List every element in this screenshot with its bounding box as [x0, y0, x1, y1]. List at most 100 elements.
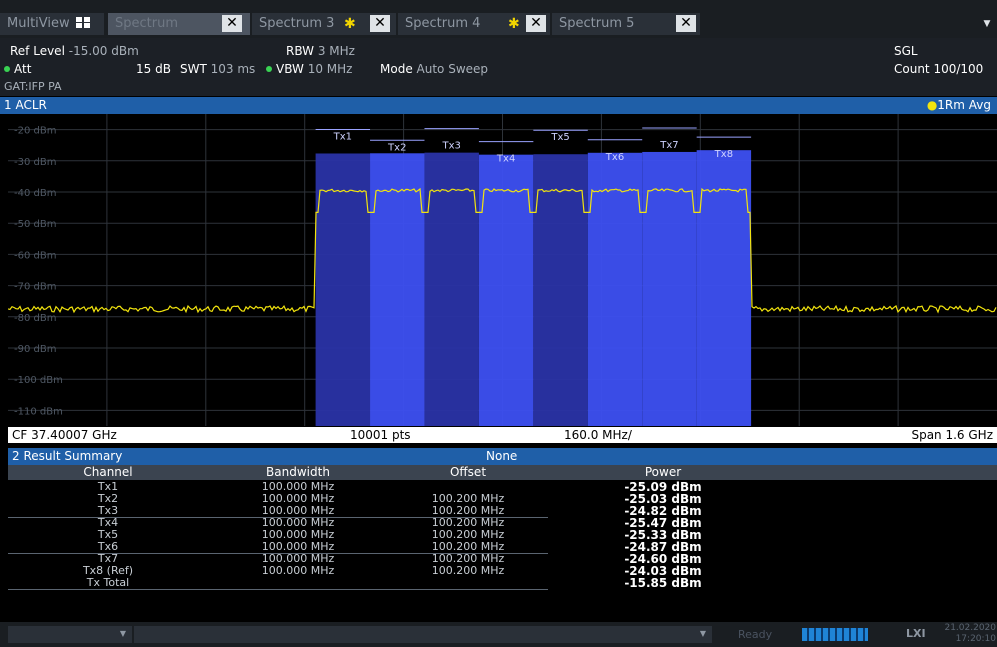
mode-setting[interactable]: Mode Auto Sweep — [380, 62, 488, 76]
cell-offset: 100.200 MHz — [431, 516, 505, 529]
cell-power: -24.82 dBm — [624, 504, 702, 518]
cell-bandwidth: 100.000 MHz — [261, 540, 335, 553]
y-tick-label: -20 dBm — [14, 126, 56, 137]
tab-spectrum-4-label: Spectrum 4 — [405, 16, 481, 31]
cell-bandwidth: 100.000 MHz — [261, 480, 335, 493]
table-header: Channel Bandwidth Offset Power — [8, 465, 997, 480]
ref-level-value: -15.00 dBm — [68, 44, 139, 58]
y-tick-label: -90 dBm — [14, 344, 56, 355]
aclr-spectrum-chart[interactable]: -20 dBm -30 dBm -40 dBm -50 dBm -60 dBm -70 d… — [8, 114, 997, 426]
column-header-power: Power — [644, 465, 682, 479]
close-icon[interactable]: ✕ — [370, 15, 390, 32]
tab-menu-chevron-icon[interactable]: ▼ — [983, 19, 991, 29]
channel-label: Tx8 — [714, 149, 733, 160]
mode-value: Auto Sweep — [416, 62, 489, 76]
swt-setting[interactable]: SWT 103 ms — [180, 62, 255, 76]
trace-line — [8, 187, 997, 314]
cell-channel: Tx8 (Ref) — [82, 564, 134, 577]
rbw-setting[interactable]: RBW 3 MHz — [286, 44, 355, 58]
sgl-indicator: SGL — [894, 44, 918, 58]
table-row: Tx Total -15.85 dBm — [8, 576, 997, 590]
y-tick-label: -100 dBm — [14, 375, 63, 386]
spectrum-plot[interactable]: -20 dBm -30 dBm -40 dBm -50 dBm -60 dBm -70 d… — [8, 114, 997, 426]
cell-power: -25.09 dBm — [624, 480, 702, 494]
tab-spectrum-5[interactable]: Spectrum 5 ✕ — [552, 13, 700, 35]
status-dropdown-left[interactable]: ▼ — [8, 626, 132, 643]
swt-value: 103 ms — [210, 62, 256, 76]
cell-power: -24.87 dBm — [624, 540, 702, 554]
mode-label: Mode — [380, 62, 413, 76]
window-1-header[interactable]: 1 ACLR ●1Rm Avg — [0, 97, 997, 114]
table-row: Tx1 100.000 MHz -25.09 dBm — [8, 480, 997, 494]
chevron-down-icon: ▼ — [699, 629, 706, 638]
ref-level-setting[interactable]: Ref Level -15.00 dBm — [10, 44, 139, 58]
tab-spectrum-3-label: Spectrum 3 — [259, 16, 335, 31]
cell-bandwidth: 100.000 MHz — [261, 504, 335, 517]
star-icon: ✱ — [344, 16, 356, 32]
cell-channel: Tx4 — [97, 516, 119, 529]
channel-bar — [696, 150, 752, 426]
close-icon[interactable]: ✕ — [222, 15, 242, 32]
column-header-channel: Channel — [83, 465, 133, 479]
channel-bar — [533, 154, 588, 426]
att-setting[interactable]: Att — [4, 62, 31, 76]
tab-spectrum-3[interactable]: Spectrum 3 ✱ ✕ — [252, 13, 396, 35]
gate-info: GAT:IFP PA — [4, 80, 62, 93]
cell-channel: Tx Total — [86, 576, 130, 589]
y-tick-label: -60 dBm — [14, 250, 56, 261]
vbw-setting[interactable]: VBW 10 MHz — [266, 62, 352, 76]
y-tick-label: -30 dBm — [14, 157, 56, 168]
center-frequency: CF 37.40007 GHz — [12, 428, 117, 442]
table-row: Tx3 100.000 MHz 100.200 MHz -24.82 dBm — [8, 504, 997, 518]
channel-label: Tx7 — [659, 140, 678, 151]
status-time: 17:20:10 — [955, 634, 996, 644]
table-row: Tx7 100.000 MHz 100.200 MHz -24.60 dBm — [8, 552, 997, 566]
close-icon[interactable]: ✕ — [526, 15, 546, 32]
column-header-offset: Offset — [449, 465, 487, 479]
tab-spectrum-5-label: Spectrum 5 — [559, 16, 635, 31]
cell-offset: 100.200 MHz — [431, 552, 505, 565]
measurement-settings-panel[interactable]: Ref Level -15.00 dBm RBW 3 MHz SGL Att 1… — [0, 38, 997, 96]
status-dot-icon — [266, 66, 272, 72]
channel-bar — [424, 152, 479, 426]
window-2-title: 2 Result Summary — [12, 449, 123, 463]
trace-indicator: ●1Rm Avg — [926, 98, 991, 112]
cell-offset: 100.200 MHz — [431, 504, 505, 517]
channel-label: Tx2 — [387, 142, 406, 153]
tab-spectrum[interactable]: Spectrum ✕ — [108, 13, 250, 35]
status-date: 21.02.2020 — [944, 623, 996, 633]
status-message-field[interactable]: ▼ — [134, 626, 712, 643]
multiview-grid-icon — [75, 17, 90, 28]
cell-bandwidth: 100.000 MHz — [261, 516, 335, 529]
cell-bandwidth: 100.000 MHz — [261, 552, 335, 565]
row-separator — [8, 553, 548, 554]
cell-offset: 100.200 MHz — [431, 528, 505, 541]
ref-level-label: Ref Level — [10, 44, 65, 58]
swt-label: SWT — [180, 62, 207, 76]
channel-label: Tx5 — [550, 132, 569, 143]
cell-channel: Tx3 — [97, 504, 119, 517]
cell-channel: Tx2 — [97, 492, 119, 505]
channel-label: Tx4 — [496, 154, 515, 165]
tab-multiview[interactable]: MultiView — [0, 13, 104, 35]
y-tick-label: -70 dBm — [14, 282, 56, 293]
cell-bandwidth: 100.000 MHz — [261, 528, 335, 541]
cell-bandwidth: 100.000 MHz — [261, 492, 335, 505]
cell-offset: 100.200 MHz — [431, 492, 505, 505]
table-row: Tx2 100.000 MHz 100.200 MHz -25.03 dBm — [8, 492, 997, 506]
y-tick-label: -50 dBm — [14, 219, 56, 230]
window-2-header[interactable]: 2 Result Summary None — [8, 448, 997, 465]
window-1-title: 1 ACLR — [4, 98, 47, 112]
cell-power: -24.03 dBm — [624, 564, 702, 578]
cell-channel: Tx5 — [97, 528, 119, 541]
channel-label: Tx3 — [441, 141, 460, 152]
tab-spectrum-4[interactable]: Spectrum 4 ✱ ✕ — [398, 13, 550, 35]
frequency-per-division: 160.0 MHz/ — [564, 428, 632, 442]
cell-offset: 100.200 MHz — [431, 540, 505, 553]
cell-channel: Tx7 — [97, 552, 119, 565]
y-tick-label: -80 dBm — [14, 313, 56, 324]
close-icon[interactable]: ✕ — [676, 15, 696, 32]
channel-bar — [370, 153, 425, 426]
ready-status: Ready — [738, 628, 773, 641]
sweep-count: Count 100/100 — [894, 62, 984, 76]
